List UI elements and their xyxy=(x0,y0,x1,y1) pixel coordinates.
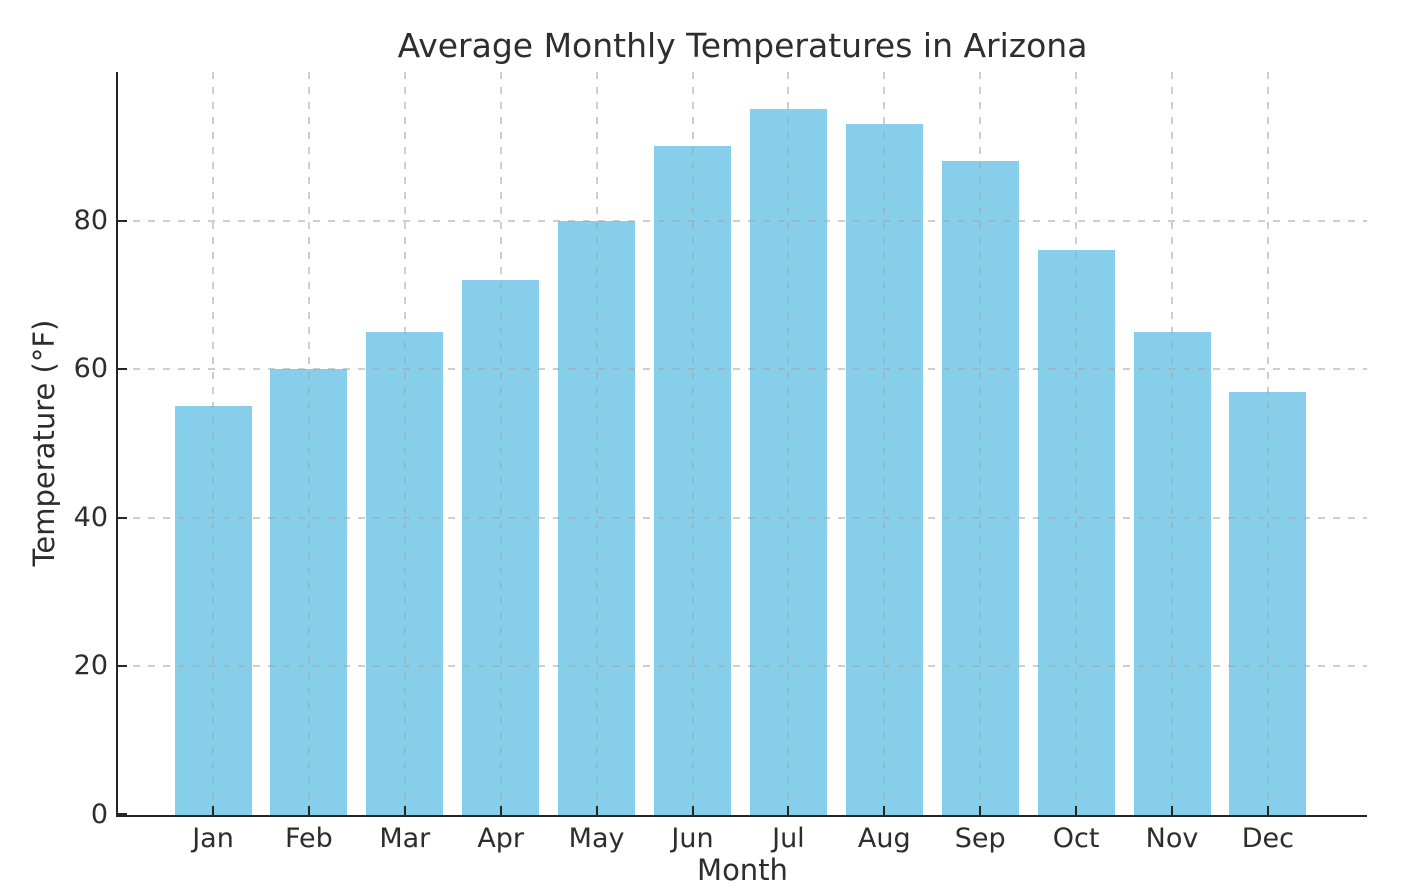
gridline-v-jan xyxy=(212,72,214,815)
x-tick-mark-jun xyxy=(691,806,694,815)
gridline-h-60 xyxy=(118,368,1367,371)
gridline-v-jul xyxy=(787,72,790,815)
y-tick-mark-40 xyxy=(118,516,127,519)
plot-area xyxy=(116,72,1367,817)
x-tick-label-mar: Mar xyxy=(379,823,431,854)
x-tick-label-jan: Jan xyxy=(192,823,234,854)
x-axis-spine xyxy=(116,815,1367,817)
x-tick-label-dec: Dec xyxy=(1241,823,1295,854)
gridline-v-feb xyxy=(307,72,310,815)
gridline-v-sep xyxy=(979,72,982,815)
y-tick-label-80: 80 xyxy=(73,204,108,236)
x-tick-mark-may xyxy=(595,806,598,815)
gridline-v-dec xyxy=(1266,72,1269,815)
gridline-v-nov xyxy=(1171,72,1173,815)
y-tick-mark-60 xyxy=(118,368,127,371)
x-tick-mark-jul xyxy=(787,806,790,815)
gridline-v-apr xyxy=(499,72,502,815)
gridline-h-80 xyxy=(118,219,1367,222)
y-axis-label: Temperature (°F) xyxy=(27,319,62,567)
x-tick-mark-aug xyxy=(883,806,886,815)
y-tick-label-20: 20 xyxy=(73,650,108,682)
y-tick-mark-20 xyxy=(118,665,127,668)
x-tick-mark-nov xyxy=(1171,806,1173,815)
x-tick-label-nov: Nov xyxy=(1145,823,1199,854)
y-tick-mark-0 xyxy=(118,813,127,815)
y-tick-mark-80 xyxy=(118,219,127,222)
x-tick-mark-feb xyxy=(307,806,310,815)
y-tick-label-60: 60 xyxy=(73,353,108,385)
x-tick-mark-dec xyxy=(1266,806,1269,815)
x-tick-mark-mar xyxy=(403,806,406,815)
x-axis-label: Month xyxy=(697,853,788,887)
gridline-h-40 xyxy=(118,516,1367,519)
gridline-v-oct xyxy=(1075,72,1078,815)
y-tick-label-40: 40 xyxy=(73,501,108,533)
x-tick-label-may: May xyxy=(568,823,625,854)
x-tick-label-feb: Feb xyxy=(284,823,333,854)
x-tick-label-jun: Jun xyxy=(671,823,714,854)
x-tick-label-aug: Aug xyxy=(857,823,911,854)
x-tick-label-oct: Oct xyxy=(1052,823,1100,854)
gridline-v-jun xyxy=(691,72,694,815)
x-tick-label-apr: Apr xyxy=(477,823,525,854)
x-tick-mark-sep xyxy=(979,806,982,815)
gridline-v-mar xyxy=(403,72,406,815)
y-axis-spine xyxy=(116,72,118,817)
x-tick-mark-apr xyxy=(499,806,502,815)
chart-title: Average Monthly Temperatures in Arizona xyxy=(397,26,1088,65)
gridline-h-20 xyxy=(118,665,1367,668)
x-tick-mark-jan xyxy=(212,806,214,815)
gridline-v-aug xyxy=(883,72,886,815)
y-tick-label-0: 0 xyxy=(90,799,108,830)
x-tick-label-sep: Sep xyxy=(954,823,1006,854)
x-tick-mark-oct xyxy=(1075,806,1078,815)
gridline-v-may xyxy=(595,72,598,815)
x-tick-label-jul: Jul xyxy=(772,823,805,854)
